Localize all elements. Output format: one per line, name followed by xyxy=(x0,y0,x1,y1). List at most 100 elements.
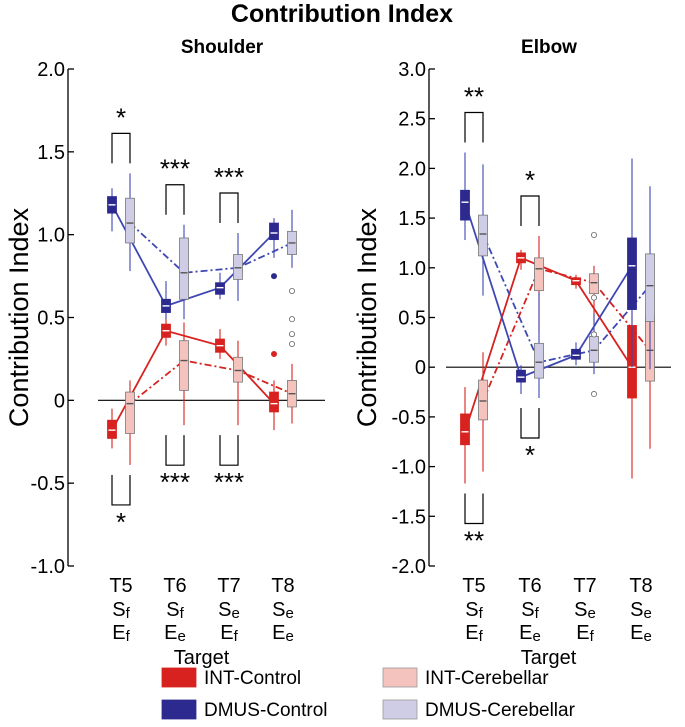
median-line-int-control xyxy=(111,329,275,431)
box-int-cerebellar xyxy=(179,340,189,391)
outlier-int-control xyxy=(270,350,277,357)
box-int-cerebellar xyxy=(534,257,544,292)
box-dmus-control xyxy=(516,369,526,383)
box-dmus-control xyxy=(460,189,470,221)
x-tick-shoulder-dir: Sf xyxy=(112,599,130,622)
legend-swatch-int-control xyxy=(161,667,197,688)
y-tick-label: -1.0 xyxy=(31,556,65,578)
x-tick-elbow-dir: Ef xyxy=(112,622,130,645)
outlier-int-cerebellar xyxy=(591,294,598,301)
chart-elbow: Elbow -2.0 -1.5 -1.0 -0.5 0 0.5 1.0 1.5 2.0 2.5 3.0… xyxy=(352,37,671,669)
legend-label-dmus-cerebellar: DMUS-Cerebellar xyxy=(425,700,576,721)
legend-label-int-cerebellar: INT-Cerebellar xyxy=(425,668,549,689)
x-tick-shoulder-dir: Se xyxy=(574,599,596,622)
x-tick-elbow-dir: Ef xyxy=(576,622,594,645)
x-tick-target: T5 xyxy=(109,575,132,597)
y-tick-label: 2.0 xyxy=(37,59,65,81)
legend-swatch-int-cerebellar xyxy=(382,667,418,688)
y-tick-label: 1.5 xyxy=(398,208,426,230)
x-tick-elbow-dir: Ee xyxy=(272,622,294,645)
y-axis-label: Contribution Index xyxy=(4,207,34,427)
significance-bracket xyxy=(520,408,540,439)
y-tick-label: -2.0 xyxy=(392,556,426,578)
significance-bracket xyxy=(464,111,484,143)
significance-marker: *** xyxy=(214,162,244,192)
box-int-control xyxy=(460,413,470,446)
y-tick-label: 1.0 xyxy=(37,225,65,247)
box-int-cerebellar xyxy=(589,273,599,295)
outlier-dmus-cerebellar xyxy=(288,287,295,294)
legend-label-dmus-control: DMUS-Control xyxy=(204,700,328,721)
significance-marker: ** xyxy=(464,525,484,555)
y-tick-label: 3.0 xyxy=(398,59,426,81)
legend-label-int-control: INT-Control xyxy=(204,668,301,689)
outlier-dmus-control xyxy=(270,273,277,280)
significance-marker: * xyxy=(525,165,535,195)
x-tick-subscript: e xyxy=(533,628,541,645)
box-dmus-control xyxy=(571,348,581,360)
x-tick-elbow-dir: Ef xyxy=(465,622,483,645)
significance-marker: *** xyxy=(160,467,190,497)
y-tick-label: -0.5 xyxy=(392,407,426,429)
x-tick-subscript: e xyxy=(286,605,294,622)
significance-marker: *** xyxy=(160,154,190,184)
box-dmus-cerebellar xyxy=(233,254,243,280)
x-tick-target: T6 xyxy=(163,575,186,597)
significance-bracket xyxy=(111,474,131,506)
x-tick-subscript: e xyxy=(588,605,596,622)
box-dmus-cerebellar xyxy=(179,237,189,300)
box-dmus-cerebellar xyxy=(478,214,488,257)
box-dmus-control xyxy=(215,282,225,295)
x-tick-subscript: e xyxy=(644,628,652,645)
x-tick-elbow-dir: Ee xyxy=(519,622,541,645)
x-tick-elbow-dir: Ef xyxy=(220,622,238,645)
outlier-int-cerebellar xyxy=(288,341,295,348)
chart-panels: Shoulder -1.0 -0.5 0 0.5 1.0 1.5 2.0 Contributio… xyxy=(4,37,671,669)
y-tick-label: 0.5 xyxy=(37,308,65,330)
box-dmus-control xyxy=(269,222,279,241)
outlier-int-cerebellar xyxy=(288,331,295,338)
median-line-int-control xyxy=(464,256,633,433)
significance-marker: *** xyxy=(214,467,244,497)
box-dmus-control xyxy=(627,237,637,310)
median-line-int-cerebellar xyxy=(482,267,651,402)
y-tick-label: -1.5 xyxy=(392,506,426,528)
x-tick-subscript: f xyxy=(535,605,540,622)
significance-bracket xyxy=(219,192,239,224)
significance-bracket xyxy=(111,132,131,164)
figure-title: Contribution Index xyxy=(231,0,453,28)
significance-marker: ** xyxy=(464,81,484,111)
y-tick-label: 0 xyxy=(54,390,65,412)
x-tick-subscript: e xyxy=(232,605,240,622)
median-line-dmus-control xyxy=(464,201,633,379)
y-tick-label: 1.0 xyxy=(398,258,426,280)
y-tick-label: 2.0 xyxy=(398,158,426,180)
x-tick-subscript: f xyxy=(590,628,595,645)
legend-swatch-dmus-control xyxy=(161,699,197,720)
box-int-control xyxy=(269,391,279,413)
significance-bracket xyxy=(165,184,185,215)
box-int-cerebellar xyxy=(233,356,243,383)
panel-title: Elbow xyxy=(521,37,577,58)
y-tick-label: 0.5 xyxy=(398,308,426,330)
x-tick-subscript: f xyxy=(234,628,239,645)
outlier-dmus-cerebellar xyxy=(591,331,598,338)
x-tick-shoulder-dir: Sf xyxy=(465,599,483,622)
median-line-dmus-control xyxy=(111,204,275,307)
significance-marker: * xyxy=(116,102,126,132)
y-tick-label: 2.5 xyxy=(398,109,426,131)
x-tick-target: T6 xyxy=(518,575,541,597)
x-tick-subscript: f xyxy=(180,605,185,622)
median-line-int-cerebellar xyxy=(129,359,293,405)
chart-shoulder: Shoulder -1.0 -0.5 0 0.5 1.0 1.5 2.0 Contributio… xyxy=(4,37,325,669)
median-line-dmus-cerebellar xyxy=(129,222,293,274)
significance-bracket xyxy=(464,493,484,525)
x-tick-target: T8 xyxy=(629,575,652,597)
x-tick-target: T5 xyxy=(462,575,485,597)
x-axis-label: Target xyxy=(521,647,577,669)
x-tick-shoulder-dir: Se xyxy=(218,599,240,622)
significance-bracket xyxy=(219,435,239,466)
box-int-cerebellar xyxy=(125,391,135,434)
y-tick-label: 0 xyxy=(415,357,426,379)
legend-swatch-dmus-cerebellar xyxy=(382,699,418,720)
